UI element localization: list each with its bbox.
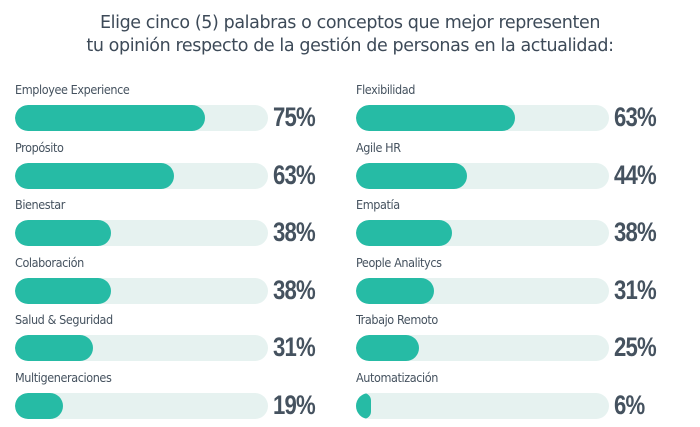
bar-track [356,392,609,419]
bar-track [15,220,268,246]
bar-fill [15,162,175,189]
bar-fill [356,277,435,304]
bar-fill [15,335,94,361]
bar-percent: 25% [614,332,657,362]
bar-percent: 38% [273,274,316,305]
left-column: Employee Experience 75% Propósito 63% Bien… [15,82,345,427]
bar-label: Propósito [15,139,64,155]
bar-percent: 38% [273,217,316,247]
bar-item: Bienestar 38% [15,197,345,255]
bar-label: People Analitycs [356,254,442,270]
chart-title: Elige cinco (5) palabras o conceptos que… [0,12,700,58]
bar-track [15,392,268,419]
bar-label: Multigeneraciones [15,369,112,385]
bar-fill [356,335,420,361]
title-line-2: tu opinión respecto de la gestión de per… [86,36,614,56]
bar-track [15,335,268,361]
bar-track [356,335,609,361]
bar-fill [356,220,453,246]
bar-label: Automatización [356,369,438,385]
bar-track [356,105,609,131]
bar-fill [15,392,64,419]
bar-label: Trabajo Remoto [356,312,438,327]
bar-label: Bienestar [15,197,65,212]
bar-percent: 75% [273,102,316,132]
bar-percent: 63% [273,159,316,190]
bar-item: Multigeneraciones 19% [15,370,345,427]
bar-item: Flexibilidad 63% [356,82,686,140]
bar-item: Colaboración 38% [15,255,345,313]
bar-item: People Analitycs 31% [356,255,686,313]
bar-percent: 44% [614,159,657,190]
bar-fill [15,105,205,131]
bar-fill [15,277,112,304]
bar-fill [356,392,372,419]
bar-label: Agile HR [356,139,401,155]
bar-track [15,277,268,304]
bar-percent: 19% [273,389,316,420]
bar-fill [356,162,468,189]
right-column: Flexibilidad 63% Agile HR 44% Empatía 38% P… [356,82,686,427]
bar-percent: 31% [614,274,657,305]
bar-track [15,162,268,189]
bar-label: Colaboración [15,254,84,270]
bar-track [356,277,609,304]
bar-item: Propósito 63% [15,140,345,198]
bar-label: Employee Experience [15,82,130,97]
bar-fill [356,105,516,131]
bar-item: Automatización 6% [356,370,686,427]
title-line-1: Elige cinco (5) palabras o conceptos que… [99,13,601,33]
bar-track [356,220,609,246]
bar-item: Empatía 38% [356,197,686,255]
bar-item: Salud & Seguridad 31% [15,312,345,370]
bar-percent: 38% [614,217,657,247]
bar-percent: 31% [273,332,316,362]
bar-label: Flexibilidad [356,82,415,97]
bar-item: Employee Experience 75% [15,82,345,140]
bar-item: Agile HR 44% [356,140,686,198]
bar-label: Salud & Seguridad [15,312,113,327]
bar-label: Empatía [356,197,400,212]
bar-track [356,162,609,189]
bar-percent: 63% [614,102,657,132]
bar-item: Trabajo Remoto 25% [356,312,686,370]
bar-fill [15,220,112,246]
bar-percent: 6% [614,389,645,420]
bar-track [15,105,268,131]
